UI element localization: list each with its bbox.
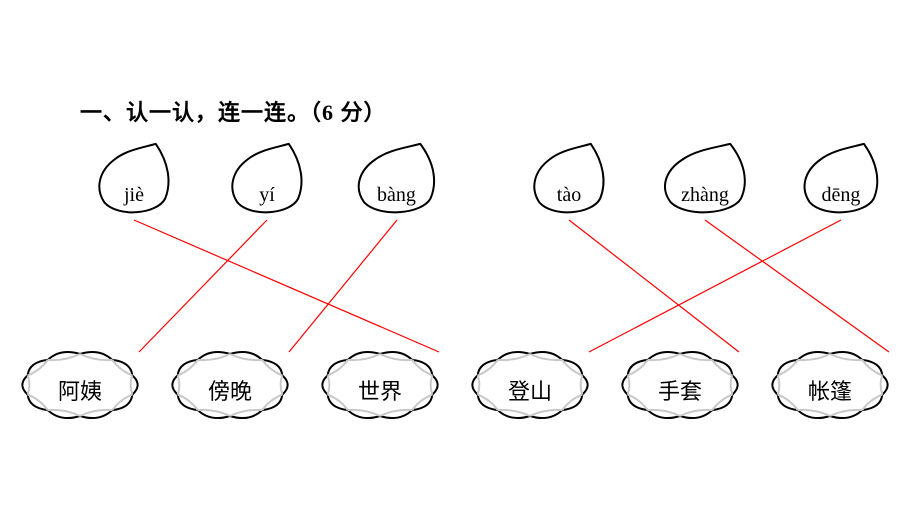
word-cloud-shijie: 世界 <box>321 350 439 420</box>
word-cloud-zhangpeng: 帐篷 <box>771 350 889 420</box>
connection-line <box>705 220 889 352</box>
pinyin-label: jiè <box>95 184 173 207</box>
pinyin-drop-tao: tào <box>530 140 608 218</box>
word-cloud-shoutao: 手套 <box>621 350 739 420</box>
word-cloud-ayi: 阿姨 <box>21 350 139 420</box>
pinyin-drop-jie: jiè <box>95 140 173 218</box>
word-label: 世界 <box>321 374 439 406</box>
pinyin-label: tào <box>530 184 608 207</box>
connection-line <box>589 220 841 352</box>
pinyin-label: dēng <box>800 184 882 207</box>
connection-line <box>569 220 739 352</box>
word-label: 登山 <box>471 374 589 406</box>
pinyin-label: zhàng <box>660 184 750 207</box>
word-label: 手套 <box>621 374 739 406</box>
instruction-text: 一、认一认，连一连。（6 分） <box>80 95 387 127</box>
pinyin-label: yí <box>228 184 306 207</box>
connection-line <box>289 220 397 352</box>
word-label: 阿姨 <box>21 374 139 406</box>
pinyin-drop-zhang: zhàng <box>660 140 750 218</box>
connection-line <box>134 220 439 352</box>
word-label: 帐篷 <box>771 374 889 406</box>
pinyin-label: bàng <box>354 184 439 207</box>
word-cloud-dengshan: 登山 <box>471 350 589 420</box>
word-cloud-bangwan: 傍晚 <box>171 350 289 420</box>
pinyin-drop-deng: dēng <box>800 140 882 218</box>
pinyin-drop-yi: yí <box>228 140 306 218</box>
word-label: 傍晚 <box>171 374 289 406</box>
pinyin-drop-bang: bàng <box>354 140 439 218</box>
connection-lines <box>0 0 920 518</box>
connection-line <box>139 220 267 352</box>
